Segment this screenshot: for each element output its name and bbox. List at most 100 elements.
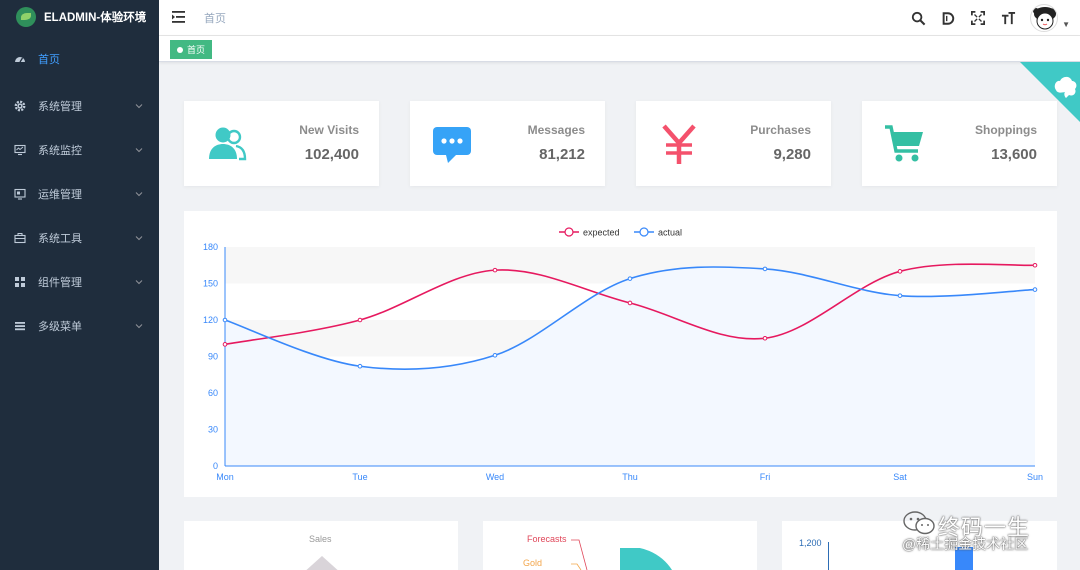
tag-label: 首页 [187,45,206,55]
pie-chart-title: Sales [309,534,332,544]
legend-marker-expected [564,227,574,237]
x-tick-label: Fri [760,472,771,482]
panel-label: Messages [527,123,585,137]
x-tick-label: Sat [893,472,907,482]
chevron-down-icon [135,280,143,285]
tag-home[interactable]: 首页 [170,40,213,59]
data-point-actual [627,276,633,281]
data-point-expected [897,269,903,274]
y-tick-label: 180 [203,242,218,252]
sidebar-item-system-monitor[interactable]: 系统监控 [0,128,159,172]
data-point-actual [357,363,363,369]
x-tick-label: Tue [352,472,367,482]
data-point-actual [897,293,903,298]
line-chart-card: 0 30 60 90 120 150 180 Mon Tue Wed Thu Fri Sat Sun exp… [184,211,1057,497]
data-point-expected [627,300,633,306]
watermark: 终码一生 @稀土掘金技术社区 [900,508,1075,568]
panel-label: New Visits [299,123,359,137]
chevron-down-icon [135,148,143,153]
sidebar-item-label: 组件管理 [38,277,82,289]
leaf-logo-icon [16,7,36,27]
sidebar-item-label: 系统工具 [38,233,82,245]
message-icon [433,127,471,163]
github-corner-icon[interactable] [1020,62,1080,122]
pie-chart-slice [306,556,338,570]
legend-label: actual [658,228,682,238]
sidebar-item-label: 运维管理 [38,189,82,201]
series-area-actual [225,266,1035,466]
avatar[interactable] [1030,4,1059,32]
fullscreen-icon[interactable] [970,10,986,26]
legend-label: expected [583,228,620,238]
x-tick-label: Sun [1027,472,1043,482]
sidebar-item-system-tools[interactable]: 系统工具 [0,216,159,260]
data-point-actual [492,352,498,358]
wechat-logo-icon [903,511,935,535]
shopping-cart-icon [885,125,923,162]
panel-value: 9,280 [773,146,811,163]
font-size-icon[interactable] [1000,10,1016,26]
bar-chart-y-tick: 1,200 [799,538,822,548]
people-icon [209,127,247,161]
data-point-expected [1032,262,1038,268]
data-point-actual [762,266,768,272]
x-tick-label: Thu [622,472,638,482]
yen-icon [662,124,696,164]
toolbox-icon [14,232,26,244]
sidebar-item-component-management[interactable]: 组件管理 [0,260,159,304]
funnel-label-forecasts: Forecasts [527,534,567,544]
chevron-down-icon [135,104,143,109]
sidebar-menu: 首页 系统管理 系统监控 运维管理 系统工具 [0,34,159,348]
x-tick-label: Wed [486,472,504,482]
y-tick-label: 90 [208,352,218,362]
y-tick-label: 30 [208,425,218,435]
sidebar-item-label: 首页 [38,54,60,66]
panel-card-messages[interactable]: Messages 81,212 [410,101,605,186]
panel-card-shoppings[interactable]: Shoppings 13,600 [862,101,1057,186]
y-tick-label: 0 [213,461,218,471]
funnel-connector-lines [571,539,588,570]
sidebar-item-ops-management[interactable]: 运维管理 [0,172,159,216]
docs-icon[interactable] [940,10,956,26]
panel-card-purchases[interactable]: Purchases 9,280 [636,101,831,186]
dashboard-icon [14,53,26,65]
grid-icon [14,276,26,288]
data-point-expected [492,267,498,273]
legend-marker-actual [639,227,649,237]
server-icon [14,188,26,200]
sidebar-item-multi-level-menu[interactable]: 多级菜单 [0,304,159,348]
logo-row[interactable]: ELADMIN-体验环境 [0,0,159,34]
funnel-segment [620,548,672,570]
monitor-icon [14,144,26,156]
caret-down-icon[interactable]: ▼ [1062,19,1070,29]
gear-icon [14,100,26,112]
chevron-down-icon [135,192,143,197]
panel-value: 102,400 [304,146,359,163]
data-point-expected [357,317,363,323]
chevron-down-icon [135,236,143,241]
sidebar-item-label: 系统监控 [38,145,82,157]
data-point-actual [1032,287,1038,292]
panel-label: Purchases [750,123,811,137]
hamburger-icon[interactable] [171,10,187,24]
watermark-subtitle: @稀土掘金技术社区 [902,536,1029,552]
panel-card-new-visits[interactable]: New Visits 102,400 [184,101,379,186]
funnel-chart-card: Forecasts Gold [483,521,757,570]
tags-view: 首页 [159,36,1080,62]
list-icon [14,320,26,332]
funnel-label-gold: Gold [523,558,543,568]
panel-label: Shoppings [975,123,1037,137]
y-tick-label: 60 [208,388,218,398]
sidebar-item-home[interactable]: 首页 [0,34,159,84]
search-icon[interactable] [910,10,926,26]
sidebar-item-system-management[interactable]: 系统管理 [0,84,159,128]
navbar-right-menu: ▼ [910,0,1080,36]
data-point-actual [222,317,228,323]
navbar: 首页 ▼ [159,0,1080,36]
bar-chart-bar [955,547,973,570]
sidebar-item-label: 系统管理 [38,101,82,113]
panel-value: 13,600 [991,146,1037,163]
breadcrumb: 首页 [204,13,226,25]
y-tick-label: 150 [203,279,218,289]
sidebar-item-label: 多级菜单 [38,321,82,333]
